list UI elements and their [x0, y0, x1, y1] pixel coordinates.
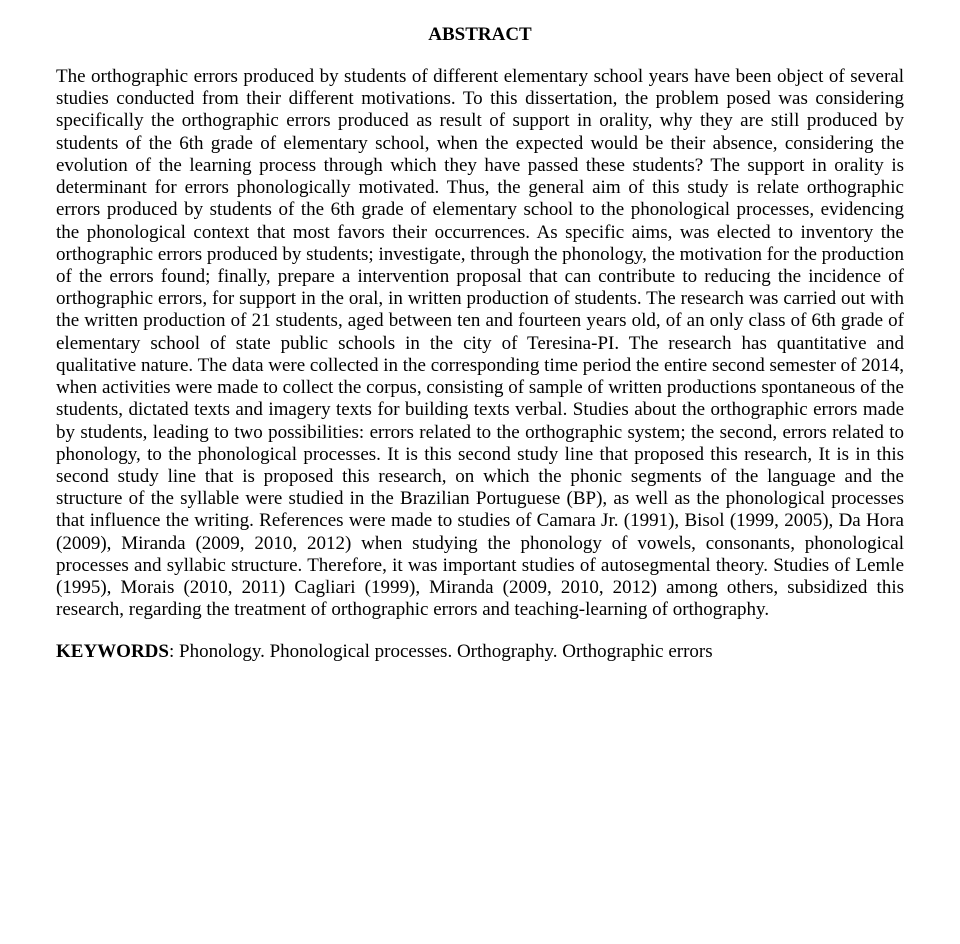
abstract-page: ABSTRACT The orthographic errors produce…: [0, 0, 960, 944]
abstract-title: ABSTRACT: [56, 24, 904, 46]
keywords-label: KEYWORDS: [56, 641, 169, 662]
keywords-line: KEYWORDS: Phonology. Phonological proces…: [56, 641, 904, 663]
abstract-body: The orthographic errors produced by stud…: [56, 66, 904, 621]
keywords-value: : Phonology. Phonological processes. Ort…: [169, 641, 713, 662]
